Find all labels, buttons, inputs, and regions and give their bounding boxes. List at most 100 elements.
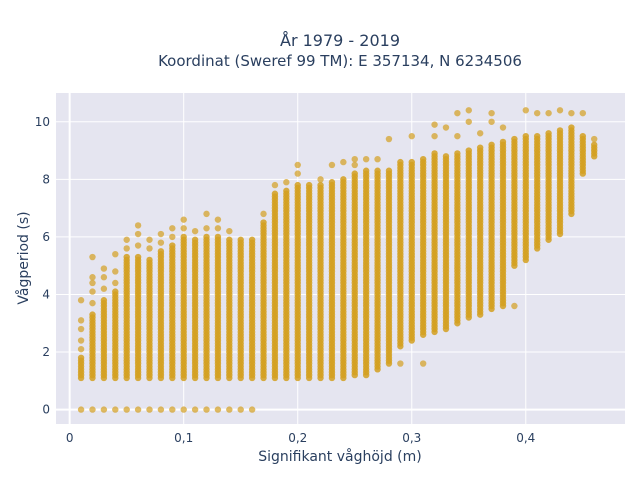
x-tick-label: 0,1 [174,431,193,445]
data-point [568,109,575,117]
data-point [214,225,222,232]
data-point [169,225,176,232]
data-point [191,406,199,413]
data-point [180,225,187,232]
y-tick-label: 2 [42,345,50,359]
data-point [100,265,108,272]
data-point [362,167,370,174]
y-tick-label: 0 [42,403,50,417]
x-tick-label: 0 [66,431,74,445]
data-point [362,156,370,163]
data-point [100,406,108,413]
data-point [488,118,495,125]
data-point [100,274,108,281]
data-point [317,176,324,183]
data-point [89,311,96,318]
chart-title-line2: Koordinat (Sweref 99 TM): E 357134, N 62… [158,52,522,70]
data-point [169,406,176,413]
data-point [328,179,336,186]
data-point [465,147,472,154]
data-point [294,181,301,189]
data-point [499,138,507,146]
data-point [112,268,119,275]
data-point [374,156,381,163]
data-point [203,406,210,413]
data-point [157,406,165,413]
y-tick-label: 4 [42,287,50,301]
data-point [568,124,575,131]
data-point [294,170,301,177]
chart-title-line1: År 1979 - 2019 [280,31,400,50]
data-point [77,337,85,344]
data-point [556,127,564,134]
data-point [442,153,450,160]
data-point [226,227,233,235]
data-point [465,118,472,125]
data-point [545,109,552,117]
data-point [591,135,598,143]
x-tick-label: 0,3 [402,431,421,445]
data-point [511,135,518,143]
x-tick-label: 0,4 [516,431,535,445]
data-point [77,354,85,361]
data-point [328,161,336,169]
data-point [260,210,267,218]
data-point [533,109,541,117]
data-point [123,236,130,243]
data-point [237,406,244,413]
data-point [431,150,438,157]
data-point [157,230,165,238]
data-point [77,325,85,333]
data-point [522,107,529,114]
data-point [134,406,142,413]
data-point [191,236,199,243]
data-point [226,406,233,413]
data-point [214,216,222,223]
data-point [180,233,187,241]
data-point [522,132,529,140]
data-point [351,161,358,169]
data-point [579,109,587,117]
data-point [77,297,85,304]
data-point [169,242,176,249]
axis-ticks: 0 0,1 0,2 0,3 0,4 0 2 4 6 8 10 [35,115,536,445]
data-point [203,233,210,241]
data-point [146,256,153,264]
data-point [408,158,415,166]
data-point [237,236,244,243]
data-point [226,236,233,243]
data-point [488,109,495,117]
data-point [431,132,438,140]
data-point [214,233,222,241]
data-point [248,236,256,243]
data-point [351,156,358,163]
data-point [77,406,85,413]
data-point [203,210,210,218]
data-point [77,317,85,324]
data-point [123,406,130,413]
y-tick-label: 10 [35,115,50,129]
data-point [317,181,324,189]
data-point [146,236,153,243]
x-axis-label: Signifikant våghöjd (m) [258,448,421,465]
data-point [203,225,210,232]
data-point [397,158,404,166]
data-point [112,250,119,258]
data-point [454,132,461,140]
data-point [419,360,427,367]
data-point [123,245,130,252]
data-point [385,167,393,174]
data-point [123,253,130,261]
data-point [77,345,85,353]
x-tick-label: 0,2 [288,431,307,445]
data-point [431,121,438,128]
data-point [340,158,347,166]
data-point [579,132,587,140]
y-tick-label: 8 [42,172,50,186]
data-point [89,253,96,261]
data-point [305,181,313,189]
data-point [169,233,176,241]
data-point [112,406,119,413]
data-point [556,107,564,114]
